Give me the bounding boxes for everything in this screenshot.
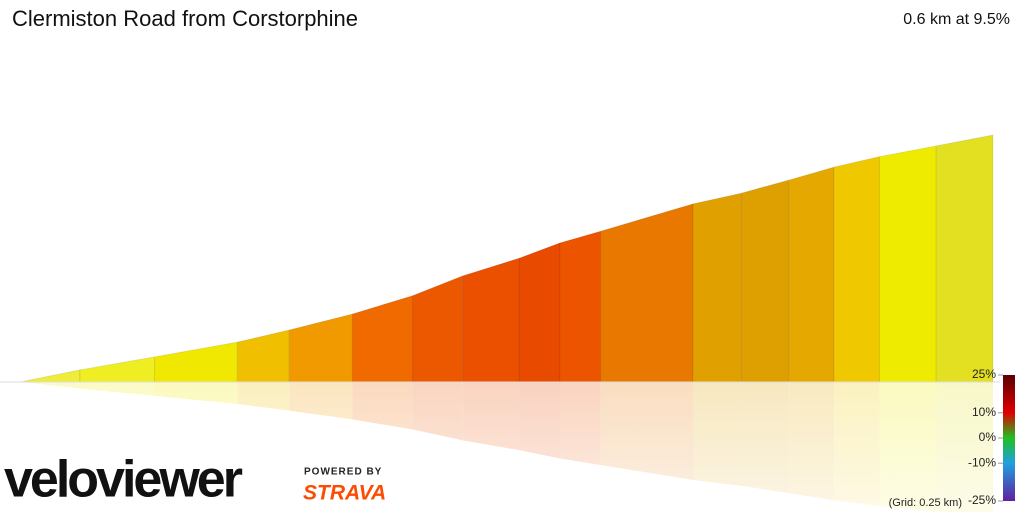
segment [518, 242, 561, 383]
segment [788, 166, 835, 383]
segment [411, 275, 464, 383]
segment [154, 341, 238, 383]
segment [236, 329, 290, 383]
segment [935, 134, 994, 383]
logo: veloviewer [4, 451, 243, 509]
reflection-fade [0, 382, 1000, 512]
powered-by: POWERED BY [304, 467, 382, 478]
segment [741, 179, 790, 383]
segment [692, 192, 743, 383]
strava-logo: STRAVA [303, 482, 386, 505]
legend-tick-label: 25% [972, 367, 996, 381]
grid-note: (Grid: 0.25 km) [889, 497, 962, 509]
segment [288, 313, 353, 383]
segment [878, 145, 937, 383]
segment [351, 295, 413, 383]
legend-tick-label: 0% [979, 430, 997, 444]
legend-tick-label: -10% [968, 455, 996, 469]
segment [79, 356, 156, 383]
legend-bar [1003, 375, 1015, 501]
segment [19, 369, 81, 383]
profile [19, 134, 994, 383]
segment [833, 156, 880, 383]
segment [462, 257, 520, 383]
chart-title: Clermiston Road from Corstorphine [12, 6, 358, 31]
legend-tick-label: 10% [972, 405, 996, 419]
segment [600, 203, 694, 383]
chart-subtitle: 0.6 km at 9.5% [903, 11, 1010, 28]
legend-tick-label: -25% [968, 493, 996, 507]
legend: 25% 10% 0% -10% -25% [968, 367, 1003, 507]
segment [559, 230, 602, 383]
